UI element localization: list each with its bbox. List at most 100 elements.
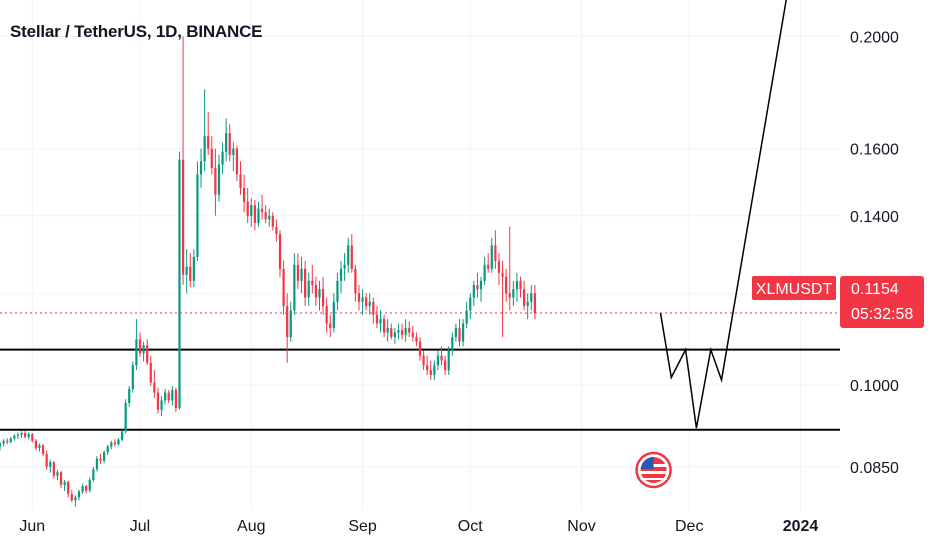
candle [501, 260, 504, 338]
candle-body [56, 472, 59, 476]
candle-body [304, 268, 307, 298]
candle-body [102, 452, 106, 461]
candle [372, 297, 375, 324]
y-tick-label: 0.0850 [850, 460, 899, 477]
candle-body [6, 440, 9, 442]
candle [45, 450, 48, 470]
candle-body [228, 133, 231, 155]
candle-body [497, 260, 501, 273]
candle-body [372, 301, 375, 315]
candle [174, 387, 178, 412]
candle [34, 439, 38, 451]
candle [120, 429, 124, 442]
candle-body [461, 323, 465, 342]
candle [512, 280, 515, 307]
candle-body [411, 332, 414, 338]
candle-body [321, 289, 325, 307]
candle-body [278, 234, 282, 269]
candle-body [67, 481, 70, 495]
candle-body [164, 392, 167, 401]
candle-body [293, 264, 296, 311]
candle-body [13, 435, 16, 439]
candle-body [156, 392, 160, 410]
candle [286, 293, 289, 363]
candle-body [106, 446, 109, 453]
candle-body [343, 264, 346, 269]
candle [433, 360, 436, 381]
candle-body [196, 174, 199, 257]
candle-body [354, 268, 357, 294]
x-tick-label: Oct [458, 518, 483, 535]
candle-body [393, 332, 396, 338]
candle [429, 360, 432, 381]
candle-body [332, 301, 335, 329]
candle [465, 301, 468, 329]
us-flag-icon[interactable] [635, 451, 672, 489]
candle [92, 466, 95, 482]
candle [95, 456, 99, 472]
candle [167, 390, 170, 403]
candle-body [512, 289, 515, 298]
candle-body [307, 280, 310, 298]
candle [519, 276, 522, 298]
candle-body [0, 443, 2, 447]
candle-body [436, 355, 440, 366]
candle [232, 142, 235, 172]
candle-body [479, 280, 483, 290]
candle [300, 256, 303, 294]
candle-body [242, 187, 246, 202]
candle [246, 187, 249, 224]
candle-body [397, 330, 400, 333]
candle [440, 346, 443, 366]
candle [189, 253, 192, 288]
candle [494, 230, 497, 269]
candle [436, 350, 440, 371]
candle [138, 332, 142, 357]
candle [379, 310, 382, 333]
candle-body [487, 264, 490, 269]
candle-body [522, 289, 526, 307]
candle [63, 479, 66, 492]
candle [304, 260, 307, 307]
candle [70, 489, 73, 503]
price-badge-bg [840, 276, 924, 328]
candle [347, 237, 350, 273]
candle-body [27, 434, 30, 437]
candle [508, 226, 511, 311]
candle [268, 208, 271, 227]
candle-body [52, 462, 55, 476]
candle [332, 293, 335, 333]
candle [85, 484, 88, 494]
candle [164, 389, 167, 405]
candle-body [515, 280, 519, 290]
candle-body [128, 389, 131, 403]
candle [52, 460, 55, 479]
candle [41, 444, 45, 457]
candle [314, 276, 318, 307]
candle [411, 325, 414, 342]
candle [275, 219, 278, 242]
candle-body [124, 402, 127, 432]
candle-body [189, 266, 192, 281]
candle [210, 136, 213, 175]
candle-body [408, 328, 411, 333]
candle-body [444, 360, 447, 371]
candle [117, 438, 120, 446]
candle-body [257, 208, 260, 224]
candle [20, 431, 23, 439]
candle-body [232, 148, 235, 155]
candle [469, 293, 472, 320]
candle-body [264, 212, 267, 220]
candle-body [300, 268, 303, 281]
candle-body [390, 328, 393, 338]
candle [242, 174, 246, 213]
x-tick-label: 2024 [783, 518, 819, 535]
candle-body [253, 205, 256, 224]
candle [196, 161, 199, 261]
candle-body [146, 345, 149, 363]
candle-body [260, 208, 264, 213]
candle-body [418, 341, 422, 356]
candle-body [221, 151, 224, 165]
candle [9, 436, 12, 444]
